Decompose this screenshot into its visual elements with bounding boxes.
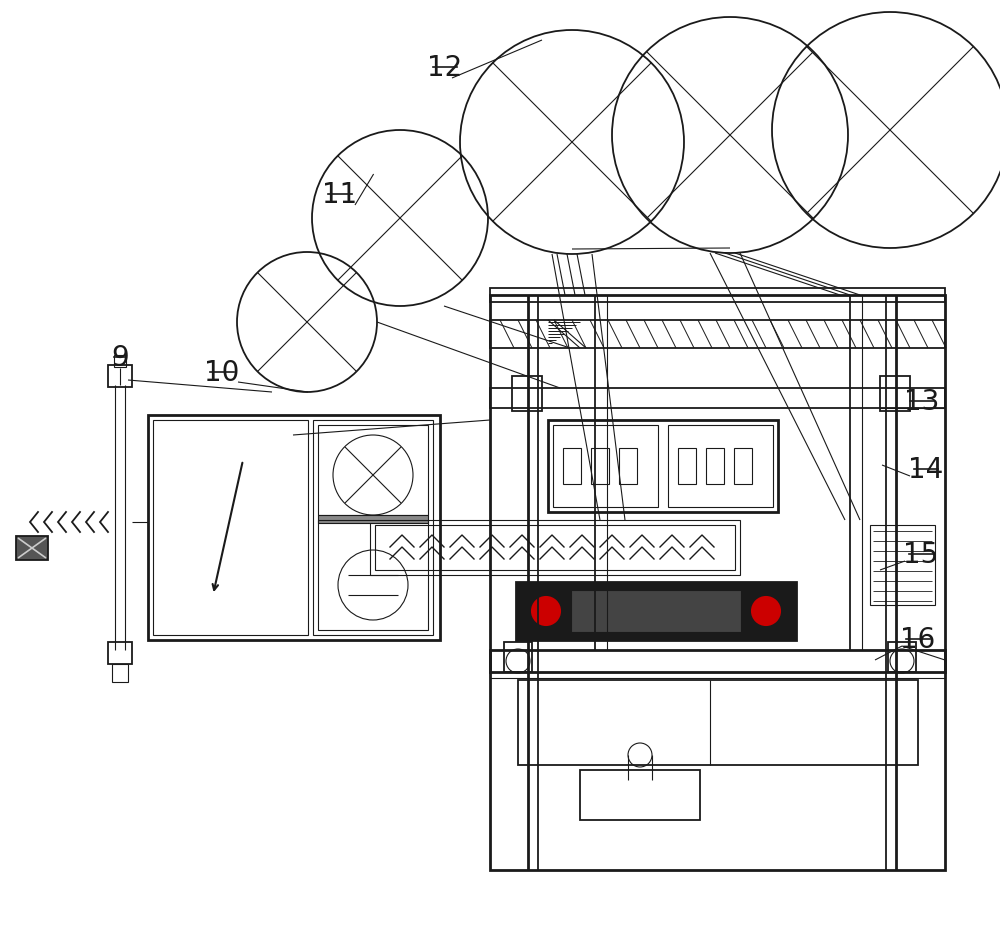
Bar bbox=[148, 415, 440, 640]
Bar bbox=[370, 520, 740, 575]
Bar bbox=[734, 448, 752, 484]
Bar bbox=[114, 355, 126, 367]
Bar bbox=[313, 420, 433, 635]
Bar bbox=[619, 448, 637, 484]
Text: 11: 11 bbox=[322, 181, 358, 209]
Bar bbox=[490, 288, 945, 302]
Bar bbox=[888, 642, 916, 672]
Text: 12: 12 bbox=[427, 54, 463, 82]
Bar bbox=[870, 525, 935, 605]
Bar bbox=[490, 320, 945, 348]
Bar bbox=[490, 672, 945, 678]
Circle shape bbox=[752, 597, 780, 625]
Bar bbox=[504, 642, 532, 672]
Bar bbox=[112, 664, 128, 682]
Bar bbox=[548, 420, 778, 512]
Bar bbox=[490, 295, 945, 870]
Bar bbox=[563, 448, 581, 484]
Bar bbox=[108, 365, 132, 387]
Bar bbox=[591, 448, 609, 484]
Bar bbox=[553, 425, 658, 507]
Text: 15: 15 bbox=[903, 541, 939, 569]
Bar bbox=[108, 642, 132, 664]
Bar bbox=[375, 525, 735, 570]
Bar bbox=[318, 515, 428, 523]
Bar bbox=[318, 425, 428, 515]
Bar bbox=[512, 376, 542, 411]
Bar bbox=[490, 388, 945, 408]
Bar bbox=[668, 425, 773, 507]
Bar bbox=[571, 590, 741, 632]
Bar bbox=[490, 650, 945, 672]
Bar bbox=[706, 448, 724, 484]
Text: 16: 16 bbox=[900, 626, 936, 654]
Bar bbox=[518, 680, 918, 765]
Bar bbox=[516, 582, 796, 640]
Bar bbox=[16, 536, 48, 560]
Bar bbox=[678, 448, 696, 484]
Bar bbox=[580, 770, 700, 820]
Text: 13: 13 bbox=[904, 388, 940, 416]
Bar bbox=[880, 376, 910, 411]
Bar bbox=[153, 420, 308, 635]
Circle shape bbox=[532, 597, 560, 625]
Text: 9: 9 bbox=[111, 344, 129, 372]
Bar bbox=[318, 520, 428, 630]
Text: 10: 10 bbox=[204, 359, 240, 387]
Text: 14: 14 bbox=[908, 456, 944, 484]
